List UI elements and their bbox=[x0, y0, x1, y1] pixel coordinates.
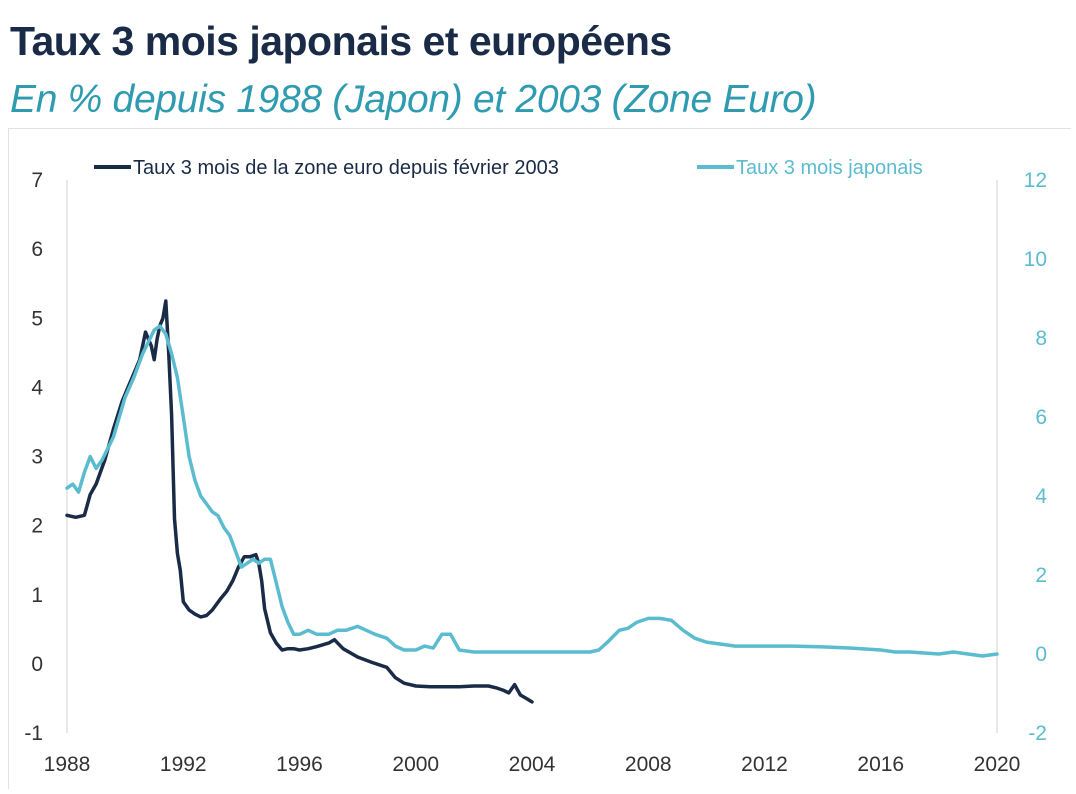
x-tick-label: 1988 bbox=[44, 753, 91, 776]
right-tick-label: -2 bbox=[1028, 722, 1047, 745]
x-tick-label: 2016 bbox=[857, 753, 904, 776]
right-tick-label: 0 bbox=[1035, 643, 1047, 666]
x-tick-label: 2000 bbox=[392, 753, 439, 776]
x-tick-label: 2004 bbox=[509, 753, 556, 776]
x-tick-label: 2008 bbox=[625, 753, 672, 776]
series-line-euro bbox=[65, 299, 534, 704]
legend-label-japon: Taux 3 mois japonais bbox=[736, 157, 923, 179]
left-tick-label: 6 bbox=[31, 238, 43, 261]
right-tick-label: 6 bbox=[1035, 406, 1047, 429]
x-tick-label: 1992 bbox=[160, 753, 207, 776]
left-tick-label: 3 bbox=[31, 446, 43, 469]
legend-label-euro: Taux 3 mois de la zone euro depuis févri… bbox=[133, 157, 559, 179]
left-tick-label: 4 bbox=[31, 376, 43, 399]
chart-title: Taux 3 mois japonais et européens bbox=[10, 18, 672, 64]
right-tick-label: 2 bbox=[1035, 564, 1047, 587]
x-tick-label: 2012 bbox=[741, 753, 788, 776]
chart-frame: Taux 3 mois de la zone euro depuis févri… bbox=[8, 128, 1071, 789]
left-axis-ticks: 7 6 5 4 3 2 1 0 -1 bbox=[24, 169, 43, 745]
legend: Taux 3 mois de la zone euro depuis févri… bbox=[94, 157, 923, 179]
right-tick-label: 10 bbox=[1024, 248, 1047, 271]
left-tick-label: -1 bbox=[24, 722, 43, 745]
right-tick-label: 12 bbox=[1024, 169, 1047, 192]
left-tick-label: 2 bbox=[31, 515, 43, 538]
plot-area bbox=[65, 299, 999, 704]
left-tick-label: 0 bbox=[31, 653, 43, 676]
line-chart: Taux 3 mois de la zone euro depuis févri… bbox=[24, 157, 1048, 776]
chart-subtitle: En % depuis 1988 (Japon) et 2003 (Zone E… bbox=[10, 78, 817, 121]
left-tick-label: 1 bbox=[31, 584, 43, 607]
right-axis-ticks: 12 10 8 6 4 2 0 -2 bbox=[1024, 169, 1048, 745]
left-tick-label: 5 bbox=[31, 307, 43, 330]
x-tick-label: 2020 bbox=[974, 753, 1021, 776]
right-tick-label: 8 bbox=[1035, 327, 1047, 350]
series-line-japon bbox=[65, 324, 999, 658]
x-tick-label: 1996 bbox=[276, 753, 323, 776]
right-tick-label: 4 bbox=[1035, 485, 1047, 508]
left-tick-label: 7 bbox=[31, 169, 43, 192]
x-axis-ticks: 1988 1992 1996 2000 2004 2008 2012 2016 2020 bbox=[44, 753, 1021, 776]
